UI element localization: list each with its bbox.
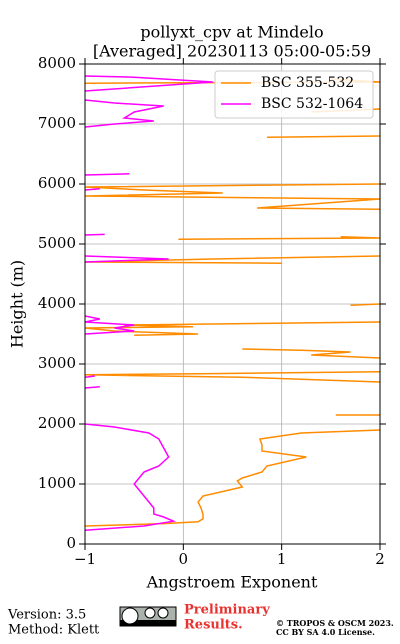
version: Version: 3.5 <box>7 608 86 623</box>
x-tick-label: 0 <box>179 550 189 568</box>
notice: Preliminary <box>184 603 270 618</box>
x-axis-label: Angstroem Exponent <box>146 573 318 592</box>
y-tick-label: 1000 <box>38 474 76 492</box>
copyright: © TROPOS & OSCM 2023. <box>276 618 394 628</box>
x-tick-label: 2 <box>375 550 385 568</box>
chart-title: pollyxt_cpv at Mindelo <box>140 23 323 42</box>
y-tick-label: 8000 <box>38 54 76 72</box>
y-tick-label: 3000 <box>38 354 76 372</box>
y-tick-label: 7000 <box>38 114 76 132</box>
chart-subtitle: [Averaged] 20230113 05:00-05:59 <box>93 42 371 61</box>
legend-label: BSC 355-532 <box>261 75 354 91</box>
y-axis-label: Height (m) <box>8 260 27 348</box>
profile-line <box>85 75 213 531</box>
cc-badge <box>119 606 177 627</box>
x-tick-label: −1 <box>74 550 96 568</box>
plot-frame <box>84 63 381 545</box>
notice: Results. <box>184 618 243 633</box>
y-tick-label: 5000 <box>38 234 76 252</box>
y-tick-label: 2000 <box>38 414 76 432</box>
x-tick-label: 1 <box>277 550 287 568</box>
copyright: CC BY SA 4.0 License. <box>276 627 375 637</box>
method: Method: Klett <box>8 623 100 638</box>
legend-box <box>214 70 374 119</box>
y-tick-label: 6000 <box>38 174 76 192</box>
y-tick-label: 4000 <box>38 294 76 312</box>
legend-label: BSC 532-1064 <box>261 96 363 112</box>
y-tick-label: 0 <box>66 534 76 552</box>
profile-line <box>85 78 380 527</box>
